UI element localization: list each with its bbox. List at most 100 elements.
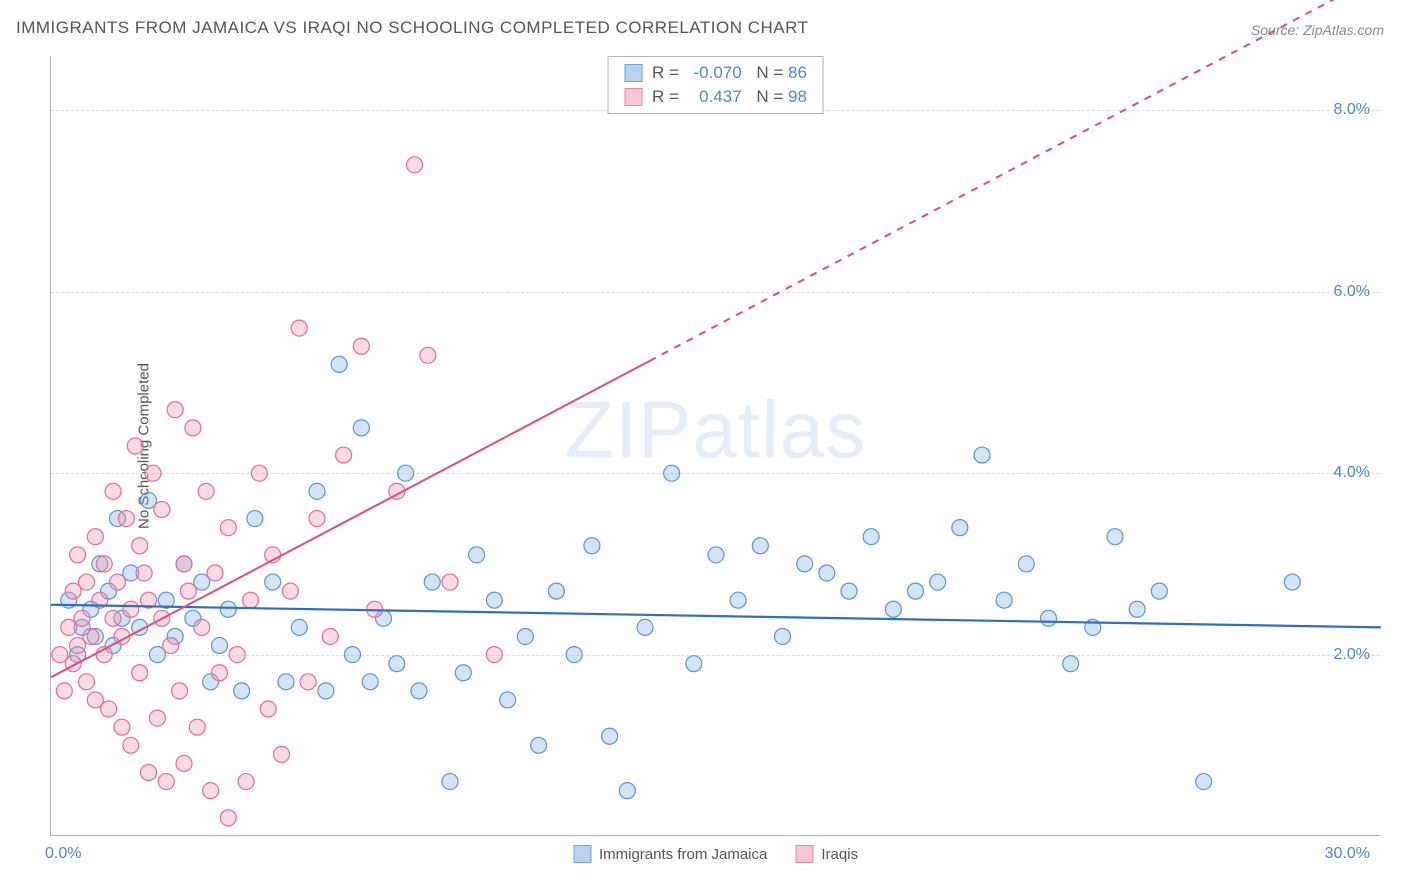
data-point [291, 619, 307, 635]
data-point [220, 601, 236, 617]
data-point [247, 511, 263, 527]
data-point [56, 683, 72, 699]
data-point [775, 628, 791, 644]
data-point [1129, 601, 1145, 617]
data-point [424, 574, 440, 590]
swatch-iraqis [624, 88, 642, 106]
x-tick-min: 0.0% [45, 845, 81, 863]
data-point [1196, 774, 1212, 790]
data-point [118, 511, 134, 527]
data-point [274, 746, 290, 762]
data-point [548, 583, 564, 599]
data-point [176, 556, 192, 572]
data-point [841, 583, 857, 599]
chart-area: No Schooling Completed ZIPatlas 2.0%4.0%… [50, 56, 1380, 836]
data-point [265, 574, 281, 590]
data-point [132, 665, 148, 681]
data-point [344, 647, 360, 663]
data-point [708, 547, 724, 563]
data-point [123, 737, 139, 753]
stats-legend-box: R = -0.070 N = 86 R = 0.437 N = 98 [607, 56, 824, 114]
legend-label-jamaica: Immigrants from Jamaica [599, 846, 767, 863]
data-point [83, 628, 99, 644]
data-point [234, 683, 250, 699]
x-tick-max: 30.0% [1325, 845, 1370, 863]
data-point [752, 538, 768, 554]
stats-row-jamaica: R = -0.070 N = 86 [624, 63, 807, 83]
data-point [686, 656, 702, 672]
data-point [110, 574, 126, 590]
data-point [207, 565, 223, 581]
data-point [74, 610, 90, 626]
data-point [930, 574, 946, 590]
data-point [1284, 574, 1300, 590]
data-point [185, 420, 201, 436]
data-point [442, 774, 458, 790]
legend-label-iraqis: Iraqis [821, 846, 858, 863]
data-point [486, 592, 502, 608]
data-point [189, 719, 205, 735]
data-point [730, 592, 746, 608]
scatter-plot [51, 56, 1380, 835]
data-point [1107, 529, 1123, 545]
data-point [469, 547, 485, 563]
data-point [251, 465, 267, 481]
data-point [145, 465, 161, 481]
data-point [211, 665, 227, 681]
data-point [123, 601, 139, 617]
data-point [167, 402, 183, 418]
chart-title: IMMIGRANTS FROM JAMAICA VS IRAQI NO SCHO… [16, 18, 808, 38]
data-point [172, 683, 188, 699]
data-point [407, 157, 423, 173]
data-point [101, 701, 117, 717]
data-point [318, 683, 334, 699]
data-point [198, 483, 214, 499]
regression-line-solid [51, 361, 650, 677]
swatch-jamaica [624, 64, 642, 82]
data-point [96, 556, 112, 572]
data-point [819, 565, 835, 581]
data-point [127, 438, 143, 454]
data-point [362, 674, 378, 690]
data-point [70, 547, 86, 563]
data-point [996, 592, 1012, 608]
data-point [863, 529, 879, 545]
source-attribution: Source: ZipAtlas.com [1251, 22, 1384, 38]
data-point [517, 628, 533, 644]
data-point [154, 501, 170, 517]
data-point [322, 628, 338, 644]
data-point [619, 783, 635, 799]
data-point [584, 538, 600, 554]
data-point [664, 465, 680, 481]
data-point [442, 574, 458, 590]
data-point [78, 674, 94, 690]
data-point [389, 656, 405, 672]
data-point [278, 674, 294, 690]
data-point [158, 774, 174, 790]
data-point [1151, 583, 1167, 599]
data-point [566, 647, 582, 663]
data-point [531, 737, 547, 753]
data-point [114, 719, 130, 735]
legend-item-iraqis: Iraqis [795, 845, 858, 863]
data-point [220, 520, 236, 536]
legend-swatch-jamaica [573, 845, 591, 863]
data-point [353, 338, 369, 354]
data-point [300, 674, 316, 690]
data-point [238, 774, 254, 790]
data-point [136, 565, 152, 581]
stats-row-iraqis: R = 0.437 N = 98 [624, 87, 807, 107]
data-point [229, 647, 245, 663]
data-point [974, 447, 990, 463]
data-point [353, 420, 369, 436]
data-point [455, 665, 471, 681]
data-point [336, 447, 352, 463]
data-point [420, 347, 436, 363]
data-point [637, 619, 653, 635]
data-point [908, 583, 924, 599]
data-point [163, 638, 179, 654]
data-point [105, 483, 121, 499]
data-point [243, 592, 259, 608]
legend-swatch-iraqis [795, 845, 813, 863]
data-point [309, 511, 325, 527]
